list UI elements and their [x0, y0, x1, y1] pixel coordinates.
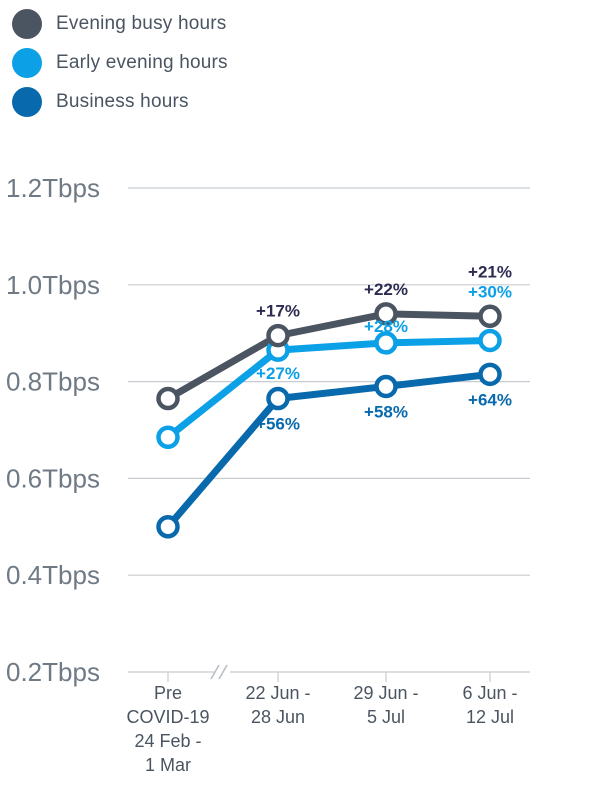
- y-tick-label: 1.2Tbps: [6, 173, 100, 203]
- x-tick-label-line: 5 Jul: [367, 707, 405, 727]
- y-tick-label: 0.2Tbps: [6, 657, 100, 687]
- legend: Evening busy hours Early evening hours B…: [12, 4, 228, 121]
- legend-item-early-evening: Early evening hours: [12, 43, 228, 82]
- legend-marker-early-evening: [12, 47, 42, 78]
- x-tick-label-line: 6 Jun -: [462, 683, 517, 703]
- series-line: [164, 310, 494, 403]
- data-point: [374, 331, 398, 355]
- data-point: [374, 374, 398, 399]
- series-line: [164, 370, 494, 531]
- axis-break-gap: [214, 666, 230, 678]
- x-tick-label-line: Pre: [154, 683, 182, 703]
- legend-item-evening-busy: Evening busy hours: [12, 4, 228, 43]
- data-point: [266, 323, 290, 348]
- x-tick-label-line: 22 Jun -: [245, 683, 310, 703]
- data-point: [156, 425, 180, 450]
- data-label: +28%: [364, 317, 408, 336]
- x-tick-label-line: 28 Jun: [251, 707, 305, 727]
- data-point: [156, 386, 180, 411]
- data-label: +21%: [468, 262, 512, 281]
- data-point: [478, 362, 502, 387]
- axis-break-mark: [210, 664, 220, 680]
- data-label: +17%: [256, 302, 300, 321]
- legend-label-business: Business hours: [56, 90, 189, 112]
- y-tick-label: 0.4Tbps: [6, 560, 100, 590]
- data-point: [266, 386, 290, 411]
- x-tick-label-line: 24 Feb -: [134, 731, 201, 751]
- data-point: [156, 515, 180, 539]
- x-axis: Pre COVID-19 24 Feb - 1 Mar 22 Jun - 28 Jun 29…: [126, 664, 518, 775]
- x-tick-label: 29 Jun - 5 Jul: [353, 683, 418, 727]
- data-label: +58%: [364, 402, 408, 421]
- x-tick-label: Pre COVID-19 24 Feb - 1 Mar: [126, 683, 209, 775]
- x-tick-label: 6 Jun - 12 Jul: [462, 683, 517, 727]
- x-tick-label-line: 1 Mar: [145, 755, 191, 775]
- y-axis: 1.2Tbps 1.0Tbps 0.8Tbps 0.6Tbps 0.4Tbps 0.2Tb…: [6, 173, 100, 687]
- x-tick-label-line: 12 Jul: [466, 707, 514, 727]
- data-label: +56%: [256, 415, 300, 434]
- data-label: +30%: [468, 282, 512, 301]
- y-tick-label: 1.0Tbps: [6, 270, 100, 300]
- series-line: [164, 336, 494, 441]
- gridlines: [128, 187, 530, 673]
- legend-label-early-evening: Early evening hours: [56, 51, 228, 73]
- legend-marker-business: [12, 86, 42, 117]
- legend-item-business: Business hours: [12, 82, 228, 121]
- x-tick-label-line: COVID-19: [126, 707, 209, 727]
- data-label: +22%: [364, 280, 408, 299]
- axis-break-mark: [218, 664, 228, 680]
- series-lines: [164, 310, 494, 531]
- y-tick-label: 0.6Tbps: [6, 463, 100, 493]
- data-labels: +17% +22% +21% +27% +28% +30% +56% +58% +64%: [256, 262, 512, 433]
- data-label: +27%: [256, 364, 300, 383]
- series-points: [156, 302, 502, 539]
- legend-label-evening-busy: Evening busy hours: [56, 12, 227, 34]
- data-point: [478, 328, 502, 353]
- data-point: [478, 304, 502, 329]
- x-tick-label-line: 29 Jun -: [353, 683, 418, 703]
- legend-marker-evening-busy: [12, 8, 42, 39]
- y-tick-label: 0.8Tbps: [6, 367, 100, 397]
- data-point: [374, 302, 398, 326]
- data-label: +64%: [468, 390, 512, 409]
- x-tick-label: 22 Jun - 28 Jun: [245, 683, 310, 727]
